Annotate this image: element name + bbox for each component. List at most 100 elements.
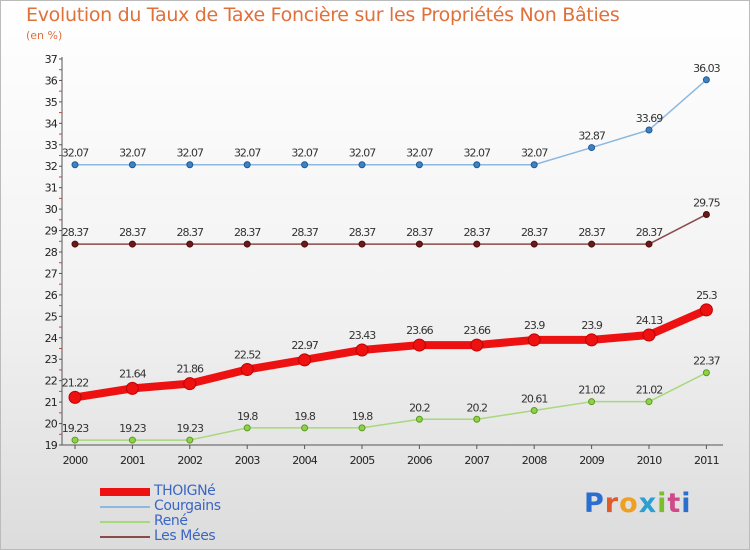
data-label-thoign-: 21.86 (177, 363, 204, 376)
x-tick-label: 2004 (292, 454, 318, 467)
y-tick-label: 25 (45, 310, 58, 323)
data-label-ren-: 20.2 (467, 401, 488, 414)
data-point-les-m-es (473, 240, 481, 248)
data-point-courgains (71, 161, 79, 169)
data-label-courgains: 32.07 (406, 147, 433, 160)
data-label-les-m-es: 28.37 (177, 226, 204, 239)
chart-legend: THOIGNé Courgains René Les Mées (100, 484, 221, 544)
data-point-les-m-es (358, 240, 366, 248)
data-point-thoign- (240, 363, 254, 377)
data-point-courgains (128, 161, 136, 169)
data-label-courgains: 32.07 (234, 147, 261, 160)
legend-label-rene: René (154, 513, 188, 529)
x-tick-label: 2005 (350, 454, 376, 467)
data-label-les-m-es: 28.37 (521, 226, 548, 239)
data-point-les-m-es (186, 240, 194, 248)
data-point-ren- (301, 424, 309, 432)
data-label-ren-: 21.02 (636, 384, 663, 397)
data-label-thoign-: 23.66 (464, 324, 491, 337)
logo-letter: r (604, 488, 620, 519)
y-tick-label: 27 (45, 267, 58, 280)
data-label-ren-: 19.23 (119, 422, 146, 435)
x-tick-label: 2003 (235, 454, 261, 467)
data-label-ren-: 20.2 (409, 401, 430, 414)
legend-item-thoigne: THOIGNé (100, 484, 221, 499)
legend-swatch-courgains (100, 505, 150, 508)
data-point-thoign- (470, 338, 484, 352)
data-label-courgains: 32.07 (119, 147, 146, 160)
x-tick-label: 2008 (522, 454, 548, 467)
data-point-courgains (243, 161, 251, 169)
data-label-courgains: 33.69 (636, 112, 663, 125)
chart-title: Evolution du Taux de Taxe Foncière sur l… (26, 4, 620, 26)
data-label-thoign-: 23.43 (349, 329, 376, 342)
data-label-courgains: 32.07 (349, 147, 376, 160)
data-label-thoign-: 23.66 (406, 324, 433, 337)
data-label-les-m-es: 28.37 (291, 226, 318, 239)
x-tick-label: 2001 (120, 454, 145, 467)
logo-letter: t (667, 488, 682, 519)
data-point-ren- (473, 415, 481, 423)
data-point-thoign- (585, 333, 599, 347)
data-label-les-m-es: 29.75 (693, 196, 720, 209)
legend-label-les-mees: Les Mées (154, 528, 216, 544)
data-point-courgains (358, 161, 366, 169)
data-point-thoign- (125, 381, 139, 395)
data-point-ren- (243, 424, 251, 432)
y-axis-unit-label: (en %) (26, 29, 63, 42)
data-label-les-m-es: 28.37 (578, 226, 605, 239)
y-tick-label: 22 (45, 375, 57, 388)
y-tick-label: 26 (45, 289, 58, 302)
logo-letter: i (681, 488, 692, 519)
series-line-thoign- (71, 305, 711, 402)
data-label-ren-: 19.8 (294, 410, 315, 423)
data-point-ren- (530, 406, 538, 414)
logo-letter: P (584, 488, 605, 519)
data-label-ren-: 19.23 (62, 422, 89, 435)
data-point-ren- (358, 424, 366, 432)
data-label-courgains: 36.03 (693, 62, 720, 75)
data-label-thoign-: 21.22 (62, 376, 89, 389)
data-point-thoign- (642, 328, 656, 342)
data-label-thoign-: 23.9 (524, 319, 545, 332)
data-label-ren-: 20.61 (521, 392, 548, 405)
legend-item-rene: René (100, 514, 221, 529)
y-tick-label: 36 (45, 74, 58, 87)
data-point-thoign- (412, 338, 426, 352)
logo-letter: x (638, 488, 658, 519)
data-label-les-m-es: 28.37 (119, 226, 146, 239)
data-point-ren- (415, 415, 423, 423)
data-label-ren-: 19.8 (237, 410, 258, 423)
data-label-thoign-: 22.52 (234, 349, 261, 362)
y-tick-label: 37 (45, 53, 58, 66)
data-point-courgains (588, 144, 596, 152)
data-label-courgains: 32.07 (291, 147, 318, 160)
series-line-ren- (74, 371, 708, 441)
data-point-ren- (71, 436, 79, 444)
logo-letter: o (619, 488, 639, 519)
data-label-les-m-es: 28.37 (636, 226, 663, 239)
data-point-ren- (645, 398, 653, 406)
legend-swatch-thoigne (100, 487, 150, 496)
data-label-courgains: 32.87 (578, 130, 605, 143)
data-point-les-m-es (128, 240, 136, 248)
y-tick-label: 23 (45, 353, 58, 366)
data-label-courgains: 32.07 (177, 147, 204, 160)
data-label-courgains: 32.07 (464, 147, 491, 160)
proxiti-logo: Proxiti (584, 488, 692, 519)
legend-item-courgains: Courgains (100, 499, 221, 514)
x-tick-label: 2002 (177, 454, 202, 467)
y-tick-label: 35 (45, 96, 58, 109)
data-point-courgains (530, 161, 538, 169)
data-label-courgains: 32.07 (521, 147, 548, 160)
data-point-ren- (702, 369, 710, 377)
data-point-les-m-es (301, 240, 309, 248)
y-tick-label: 30 (45, 203, 58, 216)
data-point-les-m-es (243, 240, 251, 248)
x-tick-label: 2011 (694, 454, 719, 467)
data-label-les-m-es: 28.37 (349, 226, 376, 239)
data-point-les-m-es (588, 240, 596, 248)
y-tick-label: 24 (45, 332, 58, 345)
data-label-thoign-: 25.3 (696, 289, 717, 302)
